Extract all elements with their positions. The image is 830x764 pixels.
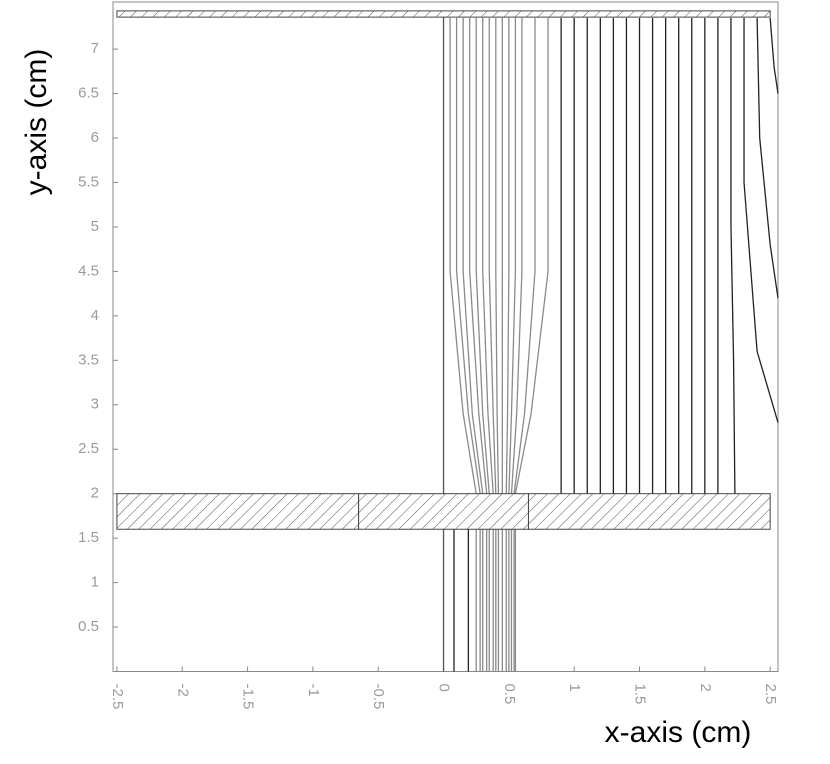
drift-line [756,17,779,299]
drift-line [513,18,536,672]
drift-line [769,17,779,94]
drift-line [482,18,494,672]
y-tick-label: 1.5 [78,529,99,546]
drift-line [475,18,490,672]
drift-line [508,18,517,672]
y-tick-label: 5.5 [78,173,99,190]
x-tick-label: 2 [697,684,714,692]
x-tick-label: -1 [305,684,322,697]
electrode [116,493,360,530]
electrode [527,493,771,530]
y-tick-label: 2 [91,485,99,502]
x-tick-label: 1.5 [632,684,649,705]
y-tick-label: 1 [91,574,99,591]
y-tick-label: 7 [91,40,99,57]
drift-line [505,18,510,672]
electrode [116,10,771,18]
y-tick-label: 3 [91,396,99,413]
y-tick-label: 0.5 [78,618,99,635]
drift-line [730,18,736,494]
y-tick-label: 4 [91,307,99,324]
y-tick-label: 4.5 [78,262,99,279]
drift-line [514,18,549,672]
y-tick-label: 6.5 [78,85,99,102]
electrode [358,493,529,530]
x-axis-label: x-axis (cm) [605,716,752,749]
x-tick-label: -1.5 [240,684,257,710]
y-tick-label: 5 [91,218,99,235]
y-tick-label: 6 [91,129,99,146]
x-tick-label: -2.5 [109,684,126,710]
drift-line [495,18,500,672]
x-tick-label: 0.5 [501,684,518,705]
x-tick-label: 0 [436,684,453,692]
x-tick-label: -0.5 [370,684,387,710]
x-tick-label: 1 [566,684,583,692]
y-axis-label: y-axis (cm) [20,49,53,196]
plot-frame [112,1,779,672]
x-tick-label: 2.5 [762,684,779,705]
drift-line [488,18,497,672]
drift-line [462,18,484,672]
y-tick-label: 3.5 [78,351,99,368]
y-tick-label: 2.5 [78,440,99,457]
drift-line [743,18,779,423]
drift-line [449,18,477,672]
drift-line [469,18,488,672]
drift-line [455,18,481,672]
drift-line [510,18,523,672]
x-tick-label: -2 [174,684,191,697]
